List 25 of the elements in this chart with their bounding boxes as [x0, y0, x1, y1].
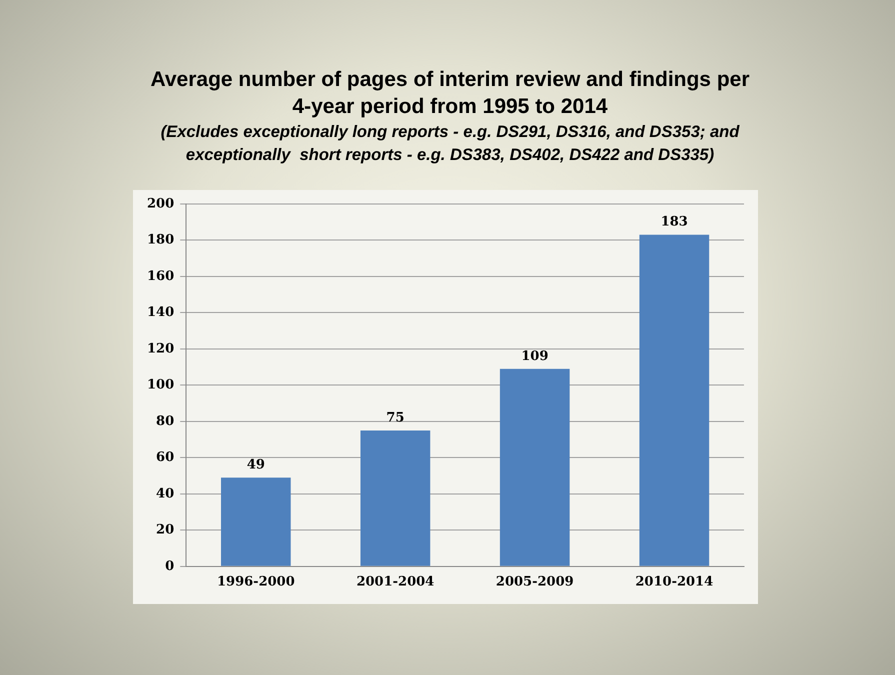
data-label: 183: [660, 214, 688, 230]
x-tick-label: 2005-2009: [496, 574, 574, 590]
chart-subtitle: (Excludes exceptionally long reports - e.g. DS291, DS316, and DS353; and exceptionally short reports - e.g. DS383, DS402, DS422 and DS335): [160, 122, 740, 166]
x-tick-label: 1996-2000: [216, 574, 295, 590]
y-tick-label: 100: [146, 378, 174, 393]
data-label: 109: [521, 348, 548, 364]
y-tick-label: 20: [156, 522, 174, 538]
y-tick-label: 80: [156, 414, 174, 429]
y-tick-label: 200: [146, 196, 174, 212]
bar: [639, 234, 710, 566]
y-tick-label: 0: [165, 558, 174, 574]
data-label: 49: [246, 457, 265, 472]
y-tick-label: 180: [146, 232, 174, 248]
y-tick-label: 140: [146, 305, 174, 320]
bar: [221, 478, 291, 566]
y-tick-label: 120: [146, 341, 174, 356]
x-tick-label: 2001-2004: [356, 574, 434, 590]
bar: [360, 430, 430, 566]
bar: [500, 368, 570, 566]
chart-title: Average number of pages of interim review and findings per 4-year period from 1995 to 2014: [150, 67, 750, 120]
y-tick-label: 160: [146, 268, 174, 284]
data-label: 75: [386, 410, 404, 426]
x-tick-label: 2010-2014: [635, 574, 714, 590]
y-tick-label: 40: [156, 486, 174, 502]
y-tick-label: 60: [156, 450, 174, 466]
